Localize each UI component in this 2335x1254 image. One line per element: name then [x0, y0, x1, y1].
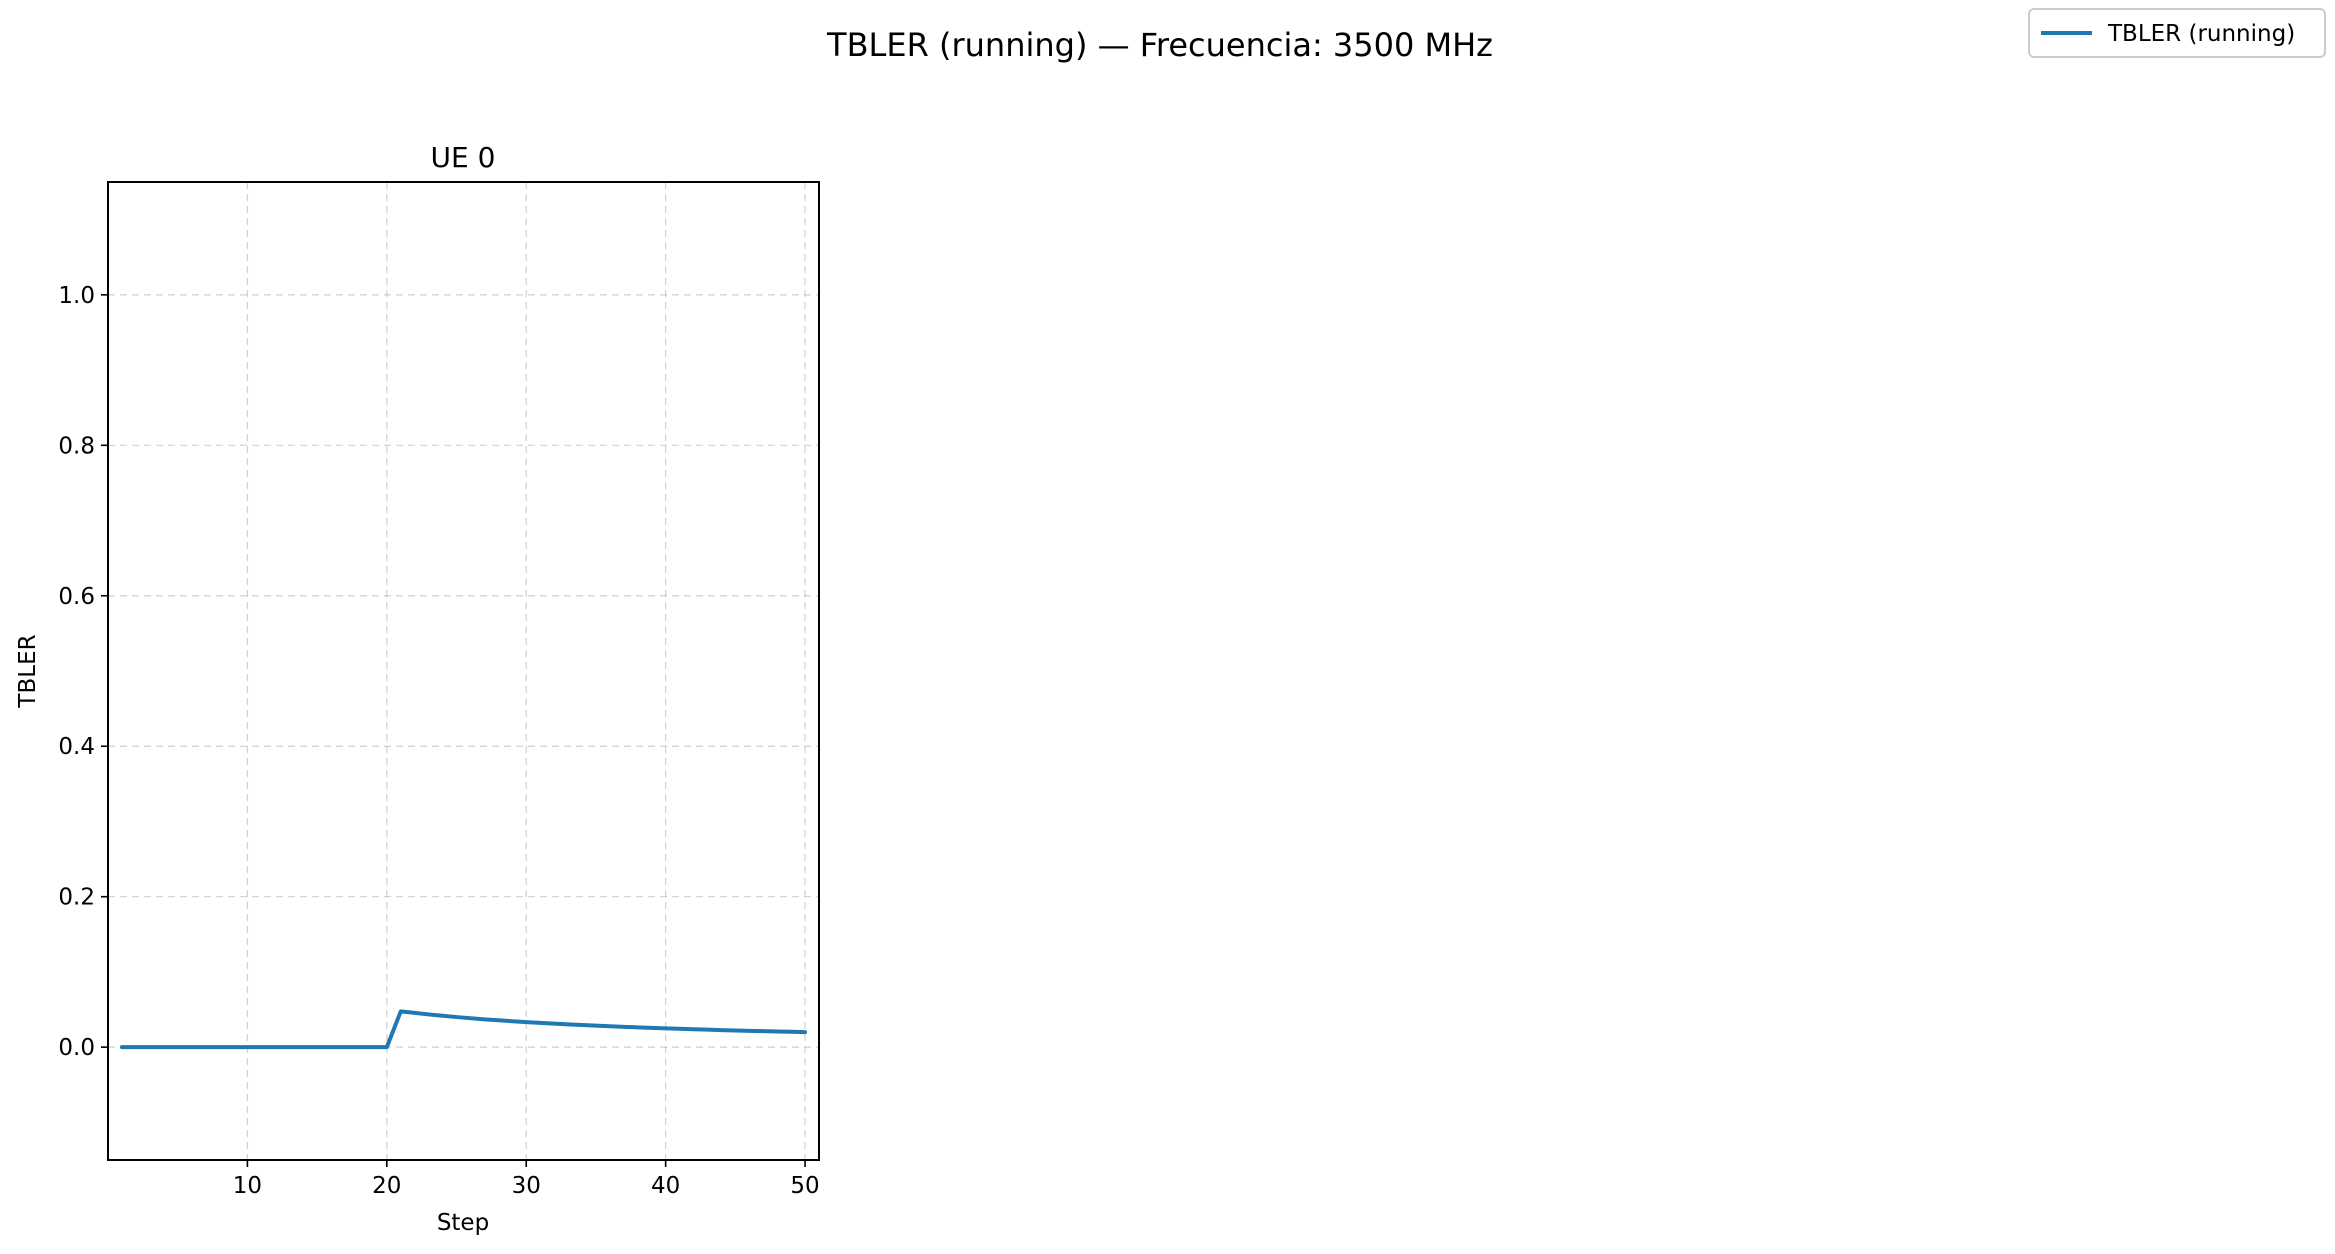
legend-label: TBLER (running) — [2107, 21, 2295, 47]
y-tick-label: 0.2 — [58, 885, 95, 911]
axes-title: UE 0 — [431, 141, 496, 174]
y-tick-label: 0.0 — [58, 1035, 95, 1061]
y-tick-label: 0.4 — [58, 734, 95, 760]
axes-background — [108, 182, 819, 1160]
plot-area: 10 20 30 40 50 0.0 0.2 0.4 0.6 0.8 1.0 — [58, 181, 820, 1199]
y-axis-ticks: 0.0 0.2 0.4 0.6 0.8 1.0 — [58, 283, 108, 1061]
x-tick-label: 20 — [372, 1173, 401, 1199]
legend-frame — [2028, 8, 2326, 58]
x-axis-label: Step — [437, 1210, 489, 1236]
series-group — [119, 1009, 808, 1050]
series-line-tbler-running — [119, 1009, 808, 1050]
x-axis-ticks: 10 20 30 40 50 — [233, 1160, 820, 1199]
axes-frame — [107, 181, 820, 1161]
y-axis-label: TBLER — [15, 634, 41, 708]
x-tick-label: 30 — [512, 1173, 541, 1199]
figure-title: TBLER (running) — Frecuencia: 3500 MHz — [826, 26, 1493, 64]
legend: TBLER (running) — [2028, 8, 2326, 58]
x-tick-label: 10 — [233, 1173, 262, 1199]
y-tick-label: 0.8 — [58, 433, 95, 459]
y-tick-label: 0.6 — [58, 584, 95, 610]
y-tick-label: 1.0 — [58, 283, 95, 309]
grid — [108, 182, 819, 1160]
x-tick-label: 40 — [651, 1173, 680, 1199]
x-tick-label: 50 — [790, 1173, 819, 1199]
